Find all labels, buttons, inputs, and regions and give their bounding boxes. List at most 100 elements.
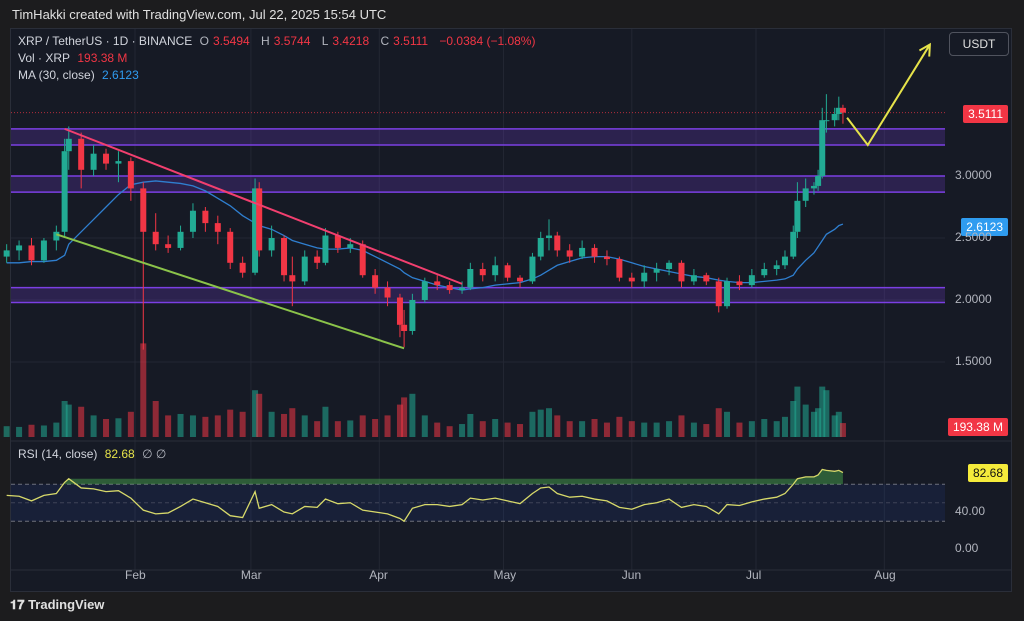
volume-bar (504, 422, 511, 437)
change-value: −0.0384 (−1.08%) (439, 34, 536, 48)
candle-body (28, 245, 35, 261)
volume-bar (781, 416, 788, 437)
candle-body (628, 277, 635, 282)
volume-bar (165, 415, 172, 437)
close-value: 3.5111 (393, 34, 429, 48)
volume-bar (579, 421, 586, 437)
candle-body (334, 235, 341, 248)
volume-bar (289, 408, 296, 437)
volume-bar (546, 408, 552, 437)
candle-body (40, 240, 47, 261)
volume-bar (152, 401, 159, 437)
rsi-axis-tick: 40.00 (955, 504, 986, 518)
candle-body (724, 281, 731, 307)
candle-body (554, 235, 561, 251)
volume-bar (761, 419, 768, 437)
rsi-overbought-fill (64, 469, 843, 485)
price-axis-tick: 2.0000 (955, 292, 992, 306)
volume-bar (724, 411, 731, 437)
candle-body (566, 250, 573, 257)
candle-body (823, 120, 830, 122)
volume-bar (802, 404, 809, 437)
candle-body (479, 269, 486, 276)
candle-body (359, 244, 366, 276)
time-axis-tick: Aug (874, 568, 896, 582)
rsi-legend: RSI (14, close) 82.68 ∅ ∅ (18, 447, 170, 461)
candle-body (666, 262, 673, 269)
rsi-axis-tick: 0.00 (955, 541, 979, 555)
candle-body (529, 256, 536, 282)
volume-bar (831, 415, 838, 437)
volume-bar (16, 426, 23, 437)
volume-bar (467, 413, 474, 437)
candle-body (396, 297, 403, 325)
ma-label[interactable]: MA (30, close) (18, 68, 95, 82)
candle-body (202, 210, 209, 224)
volume-bar (401, 397, 408, 437)
candle-body (839, 107, 846, 113)
volume-bar (678, 415, 685, 437)
candle-body (165, 244, 172, 248)
high-label: H (261, 34, 270, 48)
volume-label[interactable]: Vol · XRP (18, 51, 71, 65)
candle-body (603, 256, 610, 260)
volume-bar (103, 419, 110, 437)
candle-body (140, 188, 147, 232)
volume-bar (773, 421, 780, 437)
low-value: 3.4218 (332, 34, 370, 48)
chart-frame[interactable] (10, 28, 1012, 592)
volume-bar (479, 421, 486, 437)
candle-body (537, 238, 544, 257)
volume-bar (810, 411, 817, 437)
candle-body (690, 275, 697, 282)
candle-body (781, 256, 788, 266)
candle-body (103, 153, 110, 164)
volume-bar (314, 421, 321, 437)
volume-bar (268, 411, 275, 437)
candle-body (268, 238, 275, 251)
price-axis-tick: 2.5000 (955, 230, 992, 244)
candle-body (748, 275, 755, 286)
volume-bar (421, 415, 428, 437)
volume-bar (839, 423, 846, 437)
volume-bar (815, 408, 822, 437)
candle-body (289, 275, 296, 282)
volume-bar (227, 409, 234, 437)
volume-bar (529, 411, 536, 437)
currency-button[interactable]: USDT (949, 32, 1009, 56)
volume-bar (347, 420, 354, 437)
volume-bar (736, 422, 743, 437)
candle-body (78, 138, 85, 170)
resistance-trendline (64, 127, 463, 285)
volume-bar (790, 401, 797, 437)
candle-body (761, 269, 768, 276)
volume-bar (434, 422, 441, 437)
tradingview-logo[interactable]: 𝟏𝟕 TradingView (10, 597, 104, 613)
candle-body (281, 238, 288, 276)
candle-body (459, 287, 466, 291)
rsi-label[interactable]: RSI (14, close) (18, 447, 98, 461)
time-axis-tick: Jul (746, 568, 762, 582)
candle-body (591, 247, 598, 257)
volume-bar (835, 411, 842, 437)
volume-bar (61, 401, 68, 437)
volume-value: 193.38 M (77, 51, 128, 65)
time-axis-tick: Jun (621, 568, 642, 582)
candle-body (467, 269, 474, 288)
candle-body (421, 281, 428, 300)
time-axis-tick: Apr (369, 568, 388, 582)
symbol-title[interactable]: XRP / TetherUS · 1D · BINANCE (18, 34, 193, 48)
last-price-tag: 3.5111 (963, 105, 1008, 123)
candle-body (546, 235, 552, 238)
volume-bar (334, 421, 341, 437)
volume-bar (3, 426, 10, 437)
volume-bar (90, 415, 97, 437)
candle-body (641, 272, 648, 282)
candle-body (90, 153, 97, 170)
candle-body (115, 161, 122, 164)
volume-bar (537, 409, 544, 437)
candle-body (616, 259, 623, 278)
candle-body (434, 281, 441, 286)
